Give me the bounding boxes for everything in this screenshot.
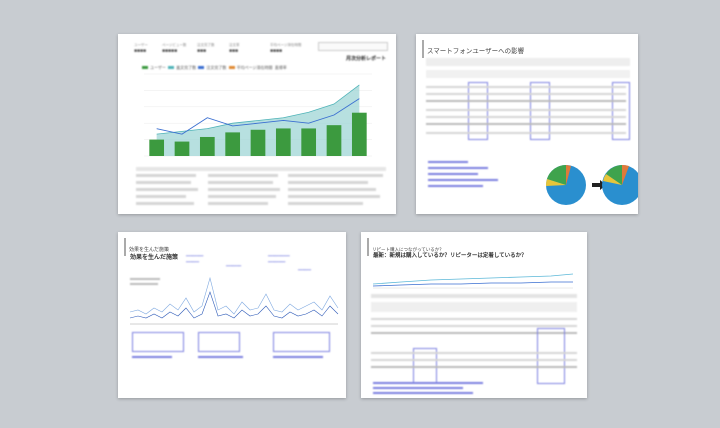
trend-line-b <box>372 281 573 287</box>
bar-mark <box>199 136 215 156</box>
slide-monthly-report[interactable]: ユーザー ■■■■ ページビュー数 ■■■■■ 注文完了数 ■■■ 注文率 ■■■ 平均… <box>118 34 396 214</box>
chart-legend: ユーザー 進文完了数 注文完了数 平均ページ滞在時間 直帰率 <box>142 65 287 71</box>
series-line-light <box>129 276 339 315</box>
highlight-box-c <box>612 82 630 140</box>
kpi-pageviews: ページビュー数 ■■■■■ <box>162 43 187 54</box>
line-series-teal <box>156 84 360 135</box>
slide-title: 効果を生んだ施策 <box>129 247 170 253</box>
traffic-line-chart <box>129 276 339 325</box>
line-series-blue <box>156 98 360 135</box>
slide-title: リピート購入につながっているか？ <box>372 247 444 252</box>
kpi-users: ユーザー ■■■■ <box>134 43 148 54</box>
slide-title: スマートフォンユーザーへの影響 <box>427 48 525 55</box>
bar-mark <box>174 141 190 156</box>
slide-effective-measures[interactable]: 効果を生んだ施策 効果を生んだ施策 ━━━━━━━━ ━━━━━━ ━━━━━━… <box>118 232 346 398</box>
bar-mark <box>326 125 342 156</box>
series-line-dark <box>129 291 339 319</box>
trend-chart <box>372 273 574 289</box>
bar-mark <box>275 128 291 156</box>
bar-mark <box>351 112 367 156</box>
pie-after <box>602 164 638 205</box>
pie-before <box>545 165 586 205</box>
pie-comparison <box>545 164 638 205</box>
date-range-select[interactable] <box>318 42 388 51</box>
slide-heading: 効果を生んだ施策 <box>130 255 179 261</box>
slide-heading: 最新：新規は購入しているか？リピーターは定着しているか？ <box>373 253 527 259</box>
kpi-order-rate: 注文率 ■■■ <box>229 43 240 54</box>
bar-mark <box>225 132 241 156</box>
callout-box-b <box>198 332 240 352</box>
bar-mark <box>301 128 317 156</box>
highlight-box-b <box>530 82 550 140</box>
slide-smartphone-impact[interactable]: スマートフォンユーザーへの影響 <box>416 34 638 214</box>
report-title: 月次分析レポート <box>346 56 387 62</box>
callout-box-c <box>273 332 330 352</box>
callout-box-a <box>132 332 184 352</box>
bar-mark <box>250 129 266 156</box>
trend-line-a <box>372 273 574 285</box>
kpi-avg-time: 平均ページ滞在時間 ■■■■ <box>270 43 302 54</box>
highlight-box-a <box>468 82 488 140</box>
bar-mark <box>149 139 165 156</box>
highlight-box-b <box>537 328 565 384</box>
kpi-orders: 注文完了数 ■■■ <box>197 43 215 54</box>
slide-repeat-purchase[interactable]: リピート購入につながっているか？ 最新：新規は購入しているか？リピーターは定着し… <box>361 232 587 398</box>
monthly-chart <box>144 73 372 157</box>
